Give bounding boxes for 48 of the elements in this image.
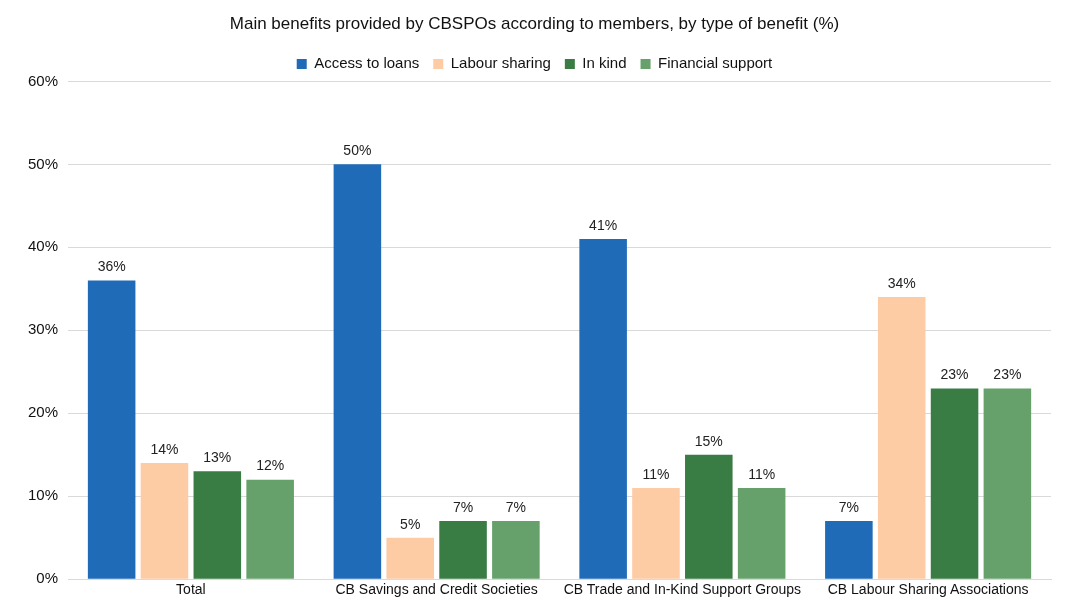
legend-label: Labour sharing [450, 54, 551, 72]
x-tick-label: CB Labour Sharing Associations [827, 581, 1029, 598]
data-label: 11% [748, 465, 776, 482]
data-label: 23% [993, 366, 1022, 383]
data-label: 34% [887, 274, 916, 291]
bar [386, 537, 434, 579]
bar [87, 280, 136, 579]
data-label: 36% [97, 258, 126, 275]
y-tick-label: 60% [27, 71, 59, 89]
data-label: 41% [589, 216, 618, 233]
bar [930, 388, 979, 579]
data-label: 23% [940, 366, 969, 383]
bar [439, 521, 487, 579]
data-label: 7% [452, 498, 474, 515]
y-tick-label: 0% [36, 569, 59, 587]
bar [685, 454, 733, 579]
y-tick-label: 10% [27, 486, 59, 504]
y-tick-label: 20% [27, 403, 59, 421]
bar [579, 239, 627, 579]
legend-label: Access to loans [314, 54, 420, 72]
bar [877, 297, 926, 579]
bar [632, 487, 680, 579]
data-label: 14% [150, 440, 179, 457]
data-label: 12% [256, 457, 285, 474]
data-label: 50% [343, 142, 372, 159]
bar [246, 479, 294, 579]
data-label: 13% [203, 449, 232, 466]
data-label: 5% [400, 515, 421, 532]
x-tick-label: CB Trade and In-Kind Support Groups [563, 581, 802, 598]
y-tick-label: 40% [27, 237, 59, 255]
bar [140, 463, 189, 579]
x-tick-label: Total [176, 581, 206, 598]
bar [737, 487, 786, 579]
bar [492, 521, 540, 579]
x-tick-label: CB Savings and Credit Societies [335, 581, 538, 598]
data-label: 15% [694, 432, 723, 449]
data-label: 11% [642, 465, 670, 482]
legend-label: Financial support [658, 54, 774, 72]
bar [333, 164, 382, 579]
y-tick-label: 50% [27, 154, 59, 172]
bar [983, 388, 1032, 579]
data-label: 7% [838, 498, 859, 515]
legend-label: In kind [582, 54, 627, 72]
data-label: 7% [505, 498, 527, 515]
bar [825, 521, 873, 579]
bar [193, 471, 242, 579]
chart-title: Main benefits provided by CBSPOs according to members, by type of benefit (%) [229, 13, 840, 33]
y-tick-label: 30% [27, 320, 59, 338]
